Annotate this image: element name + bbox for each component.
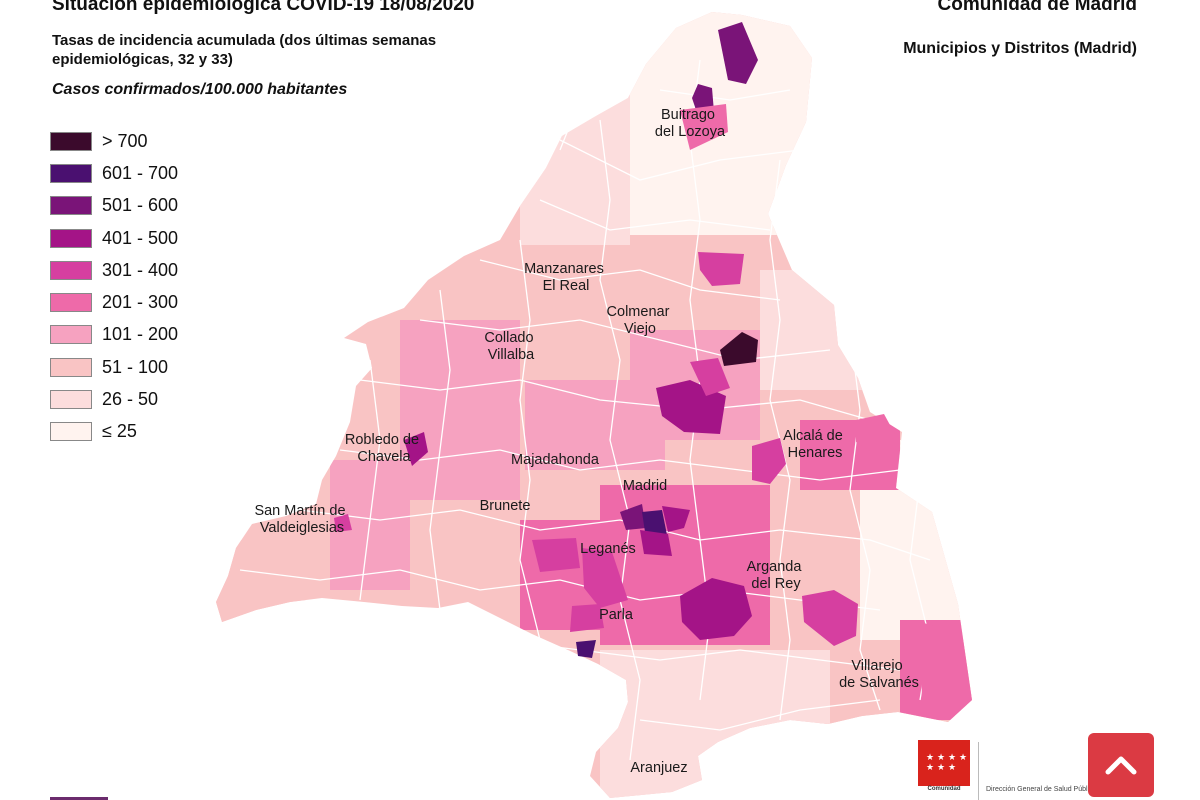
district-east [662, 506, 690, 532]
legend-swatch [50, 422, 92, 442]
municipality-southeast [802, 590, 858, 646]
legend-item: 501 - 600 [50, 190, 178, 222]
legend-item: 601 - 700 [50, 157, 178, 189]
legend-swatch [50, 357, 92, 377]
map-subtitle: Tasas de incidencia acumulada (dos últim… [52, 32, 437, 68]
comunidad-logo: ★ ★ ★ ★ ★ ★ ★ Comunidad [918, 740, 970, 792]
legend-swatch [50, 325, 92, 345]
municipality-buitrago [680, 104, 728, 150]
legend-swatch [50, 260, 92, 280]
star-icon: ★ [959, 752, 968, 762]
label-brunete: Brunete [480, 498, 531, 514]
municipality-borders [239, 59, 931, 761]
northeast-zone [760, 270, 910, 390]
label-villarejo: Villarejo de Salvanés [839, 658, 919, 691]
back-to-top-button[interactable] [1088, 733, 1154, 797]
legend-label: 201 - 300 [102, 292, 179, 313]
municipality-north-metro-2 [690, 358, 730, 396]
legend-item: 101 - 200 [50, 319, 178, 351]
municipality-getafe [582, 548, 628, 608]
label-robledo: Robledo de Chavela [345, 432, 423, 465]
map-legend: > 700 601 - 700 501 - 600 401 - 500 301 … [50, 125, 178, 448]
legend-item: 51 - 100 [50, 351, 178, 383]
municipality-alcala [752, 438, 786, 484]
place-labels: Buitrago del Lozoya Manzanares El Real C… [254, 107, 918, 776]
west-zone [400, 320, 520, 500]
label-san-martin: San Martín de Valdeiglesias [254, 503, 349, 536]
map-title: Situación epidemiológica COVID-19 18/08/… [52, 0, 475, 15]
star-icon: ★ [926, 752, 935, 762]
star-icon: ★ [926, 762, 935, 772]
legend-item: 201 - 300 [50, 286, 178, 318]
region-name: Comunidad de Madrid [937, 0, 1138, 15]
legend-label: 501 - 600 [102, 195, 179, 216]
municipality-over-700 [720, 332, 758, 366]
far-west-zone [216, 540, 306, 630]
chevron-up-icon [1105, 756, 1137, 775]
high-incidence-municipalities [334, 22, 964, 716]
legend-swatch [50, 228, 92, 248]
legend-item: > 700 [50, 125, 178, 157]
legend-swatch [50, 293, 92, 313]
municipality-san-martin [334, 514, 352, 532]
star-icon: ★ [948, 752, 957, 762]
legend-label: 301 - 400 [102, 259, 179, 280]
label-aranjuez: Aranjuez [630, 760, 687, 776]
municipality-south-601-700 [576, 640, 596, 658]
label-buitrago: Buitrago del Lozoya [655, 107, 726, 140]
legend-label: 401 - 500 [102, 227, 179, 248]
label-alcala: Alcalá de Henares [783, 428, 847, 461]
logo-text: Comunidad [918, 786, 970, 792]
label-parla: Parla [599, 607, 634, 623]
municipality-robledo [404, 432, 428, 466]
legend-label: 51 - 100 [102, 356, 169, 377]
legend-item: 26 - 50 [50, 383, 178, 415]
star-icon: ★ [937, 752, 946, 762]
department-name: Dirección General de Salud Pública [986, 786, 1097, 793]
legend-swatch [50, 390, 92, 410]
municipality-arganda [680, 578, 752, 640]
legend-item: 301 - 400 [50, 254, 178, 286]
map-unit: Casos confirmados/100.000 habitantes [52, 81, 348, 98]
label-colmenar: Colmenar Viejo [607, 304, 674, 337]
map-scope: Municipios y Distritos (Madrid) [903, 40, 1137, 57]
label-leganes: Leganés [580, 541, 636, 557]
legend-swatch [50, 163, 92, 183]
district-south [640, 530, 672, 556]
sierra-norte-west-zone [520, 95, 630, 245]
legend-label: ≤ 25 [102, 421, 137, 442]
legend-label: > 700 [102, 130, 148, 151]
bottom-bar [50, 797, 108, 800]
label-majadahonda: Majadahonda [511, 452, 600, 468]
legend-swatch [50, 196, 92, 216]
municipality-north-tip [718, 22, 758, 84]
legend-swatch [50, 131, 92, 151]
star-icon: ★ [937, 762, 946, 772]
legend-item: 401 - 500 [50, 222, 178, 254]
label-collado: Collado Villalba [484, 330, 537, 363]
label-madrid: Madrid [623, 478, 667, 494]
municipality-northeast [698, 252, 744, 286]
footer-divider [978, 742, 979, 800]
municipality-parla [570, 604, 604, 632]
label-manzanares: Manzanares El Real [524, 261, 608, 294]
star-icon: ★ [948, 762, 957, 772]
legend-label: 26 - 50 [102, 389, 159, 410]
legend-label: 101 - 200 [102, 324, 179, 345]
legend-item: ≤ 25 [50, 416, 178, 448]
municipality-east [856, 414, 896, 452]
municipality-villarejo-east [920, 622, 964, 716]
legend-label: 601 - 700 [102, 162, 179, 183]
municipality-leganes-west [532, 538, 580, 572]
label-arganda: Arganda del Rey [747, 559, 806, 592]
district-centre [620, 504, 646, 530]
